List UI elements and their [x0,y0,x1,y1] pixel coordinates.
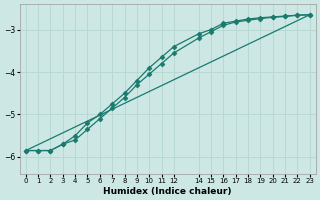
X-axis label: Humidex (Indice chaleur): Humidex (Indice chaleur) [103,187,232,196]
